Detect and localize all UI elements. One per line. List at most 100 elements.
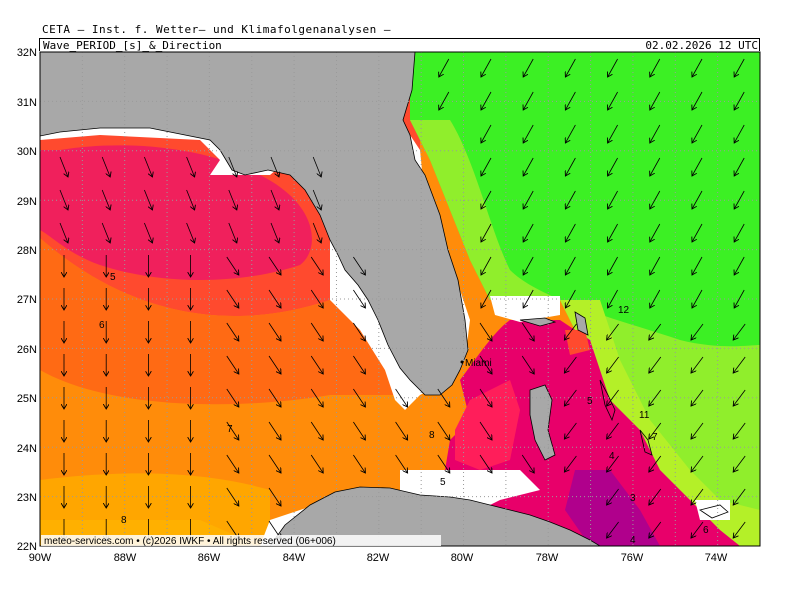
wave-direction-arrow (310, 355, 323, 374)
wave-direction-arrow (608, 256, 618, 275)
wave-direction-arrow (481, 223, 492, 242)
wave-direction-arrow (226, 355, 239, 374)
wave-direction-arrow (691, 455, 704, 472)
wave-direction-arrow (650, 190, 661, 209)
wave-direction-arrow (649, 422, 662, 439)
wave-direction-arrow (564, 356, 577, 373)
wave-direction-arrow (226, 421, 239, 440)
wave-direction-arrow (564, 455, 577, 472)
wave-direction-arrow (733, 323, 746, 340)
wave-direction-arrow (481, 190, 492, 209)
land-cuba (269, 486, 601, 546)
wave-direction-arrow (607, 488, 619, 505)
wave-direction-arrow (144, 189, 152, 210)
wave-direction-arrow (649, 488, 662, 505)
wave-direction-arrow (650, 157, 661, 176)
wave-direction-arrow (268, 421, 281, 440)
period-band-6-7 (40, 238, 400, 405)
wave-direction-arrow (523, 157, 534, 176)
wave-direction-arrow (353, 355, 365, 374)
wave-direction-arrow (650, 124, 661, 143)
contour-label: 4 (630, 535, 636, 546)
wave-direction-arrow (565, 223, 576, 242)
wave-direction-arrow (649, 389, 662, 406)
wave-direction-arrow (481, 58, 492, 77)
wave-direction-arrow (353, 421, 365, 440)
wave-direction-arrow (395, 421, 408, 440)
wave-direction-arrow (310, 388, 323, 407)
wave-direction-arrow (226, 322, 239, 341)
wave-direction-arrow (733, 488, 746, 505)
period-band-4-5 (40, 145, 312, 280)
contour-label: 8 (121, 515, 127, 526)
lon-label: 78W (536, 552, 559, 564)
wave-direction-arrow (733, 389, 746, 406)
wave-direction-arrow (649, 356, 662, 373)
wave-direction-arrow (692, 157, 703, 176)
wave-direction-arrow (523, 223, 534, 242)
wave-direction-arrow (692, 58, 703, 77)
wave-direction-arrow (395, 388, 408, 407)
wave-direction-arrow (479, 421, 492, 440)
wave-direction-arrow (312, 156, 321, 177)
wave-direction-arrow (353, 454, 365, 473)
wave-direction-arrow (565, 190, 576, 209)
wave-direction-arrow (353, 322, 365, 341)
period-band-5-6-east (565, 330, 590, 355)
wave-direction-arrow (608, 58, 618, 77)
wave-direction-arrow (649, 323, 662, 340)
lon-label: 74W (705, 552, 728, 564)
wave-direction-arrow (523, 190, 534, 209)
wave-direction-arrow (268, 256, 281, 275)
wave-direction-arrow (607, 455, 619, 472)
miami-marker (460, 360, 464, 364)
wave-direction-arrow (733, 356, 746, 373)
wave-direction-arrow (439, 91, 450, 110)
lon-label: 82W (367, 552, 390, 564)
wave-direction-arrow (226, 388, 239, 407)
wave-direction-arrow (521, 454, 534, 473)
copyright-text: meteo-services.com • (c)2026 IWKF • All … (44, 536, 336, 547)
land-bahamas-islands (599, 379, 729, 519)
wave-direction-arrow (734, 124, 745, 143)
wave-direction-arrow (312, 222, 321, 243)
lon-label: 84W (283, 552, 306, 564)
wave-direction-arrow (608, 124, 618, 143)
miami-label: Miami (465, 358, 492, 369)
wave-direction-arrow (228, 222, 237, 243)
contour-label: 8 (429, 430, 435, 441)
wave-direction-arrow (607, 389, 619, 406)
wave-direction-arrow (481, 289, 492, 308)
latitude-labels: 32N 31N 30N 29N 28N 27N 26N 25N 24N 23N … (17, 47, 37, 553)
land-abaco (574, 311, 589, 336)
wave-direction-arrow (479, 322, 492, 341)
wave-direction-arrow (607, 356, 619, 373)
wave-direction-arrow (650, 223, 661, 242)
wave-direction-arrow (607, 521, 619, 538)
wave-direction-arrow (734, 58, 745, 77)
lon-label: 88W (114, 552, 137, 564)
wave-direction-arrow (59, 222, 68, 243)
header-frame (39, 38, 760, 51)
wave-direction-arrow (268, 322, 281, 341)
wave-direction-arrow (608, 190, 618, 209)
wave-direction-arrow (226, 289, 239, 308)
wave-direction-arrow (692, 91, 703, 110)
wave-direction-arrow (101, 156, 110, 177)
chart-title: CETA — Inst. f. Wetter— und Klimafolgena… (42, 23, 392, 36)
contour-label: 5 (110, 272, 116, 283)
contour-label: 11 (639, 410, 650, 421)
wave-direction-arrow (607, 323, 619, 340)
wave-direction-arrow (439, 58, 450, 77)
wave-direction-arrow (692, 124, 703, 143)
wave-direction-arrow (310, 289, 323, 308)
wave-direction-arrow (565, 91, 576, 110)
wave-direction-arrow (565, 289, 576, 308)
no-data-caicos (695, 500, 730, 520)
contour-label: 7 (652, 432, 658, 443)
wave-direction-arrow (564, 422, 577, 439)
wave-direction-arrow (691, 422, 704, 439)
contour-label: 5 (440, 477, 446, 488)
period-band-4-5-east (455, 380, 520, 470)
wave-direction-arrow (564, 323, 577, 340)
